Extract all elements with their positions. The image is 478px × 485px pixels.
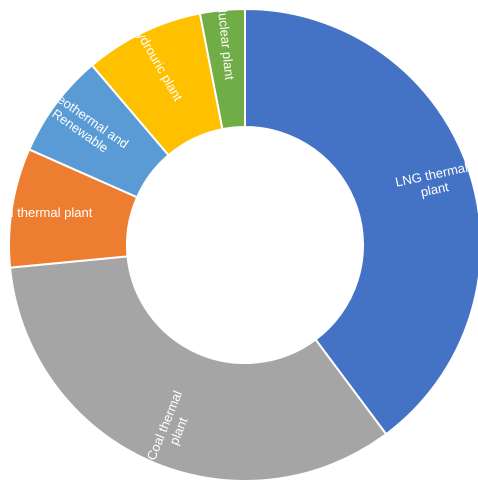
slice-label-line: Oil thermal plant	[0, 205, 93, 220]
donut-slice-5	[198, 7, 246, 131]
donut-slice-1	[8, 255, 388, 482]
slice-label-line: plant	[419, 179, 450, 200]
slice-label-2: Oil thermal plant	[0, 205, 93, 220]
slices-layer	[8, 7, 478, 482]
donut-slice-0	[244, 7, 478, 436]
